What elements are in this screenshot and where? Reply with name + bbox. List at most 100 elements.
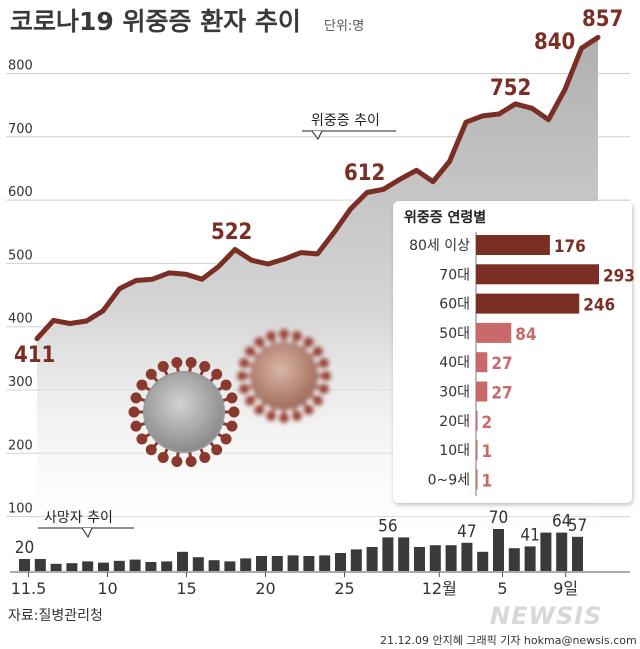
- death-bar: [414, 547, 425, 571]
- virus-spike-tip: [318, 358, 329, 369]
- x-tick-label: 20: [255, 579, 275, 598]
- y-tick-label: 600: [8, 185, 33, 200]
- age-value-label: 84: [515, 325, 536, 345]
- death-bar: [50, 563, 62, 571]
- virus-spike-tip: [239, 383, 250, 394]
- virus-spike-tip: [226, 420, 238, 432]
- virus-spike-tip: [130, 392, 142, 404]
- death-bar: [224, 561, 236, 571]
- x-tick-label: 10: [97, 579, 117, 598]
- virus-spike-tip: [185, 357, 197, 369]
- age-value-label: 1: [482, 471, 493, 491]
- virus-spike-tip: [145, 444, 157, 456]
- death-bar: [98, 562, 109, 571]
- death-bar: [382, 537, 394, 571]
- age-category-label: 60대: [439, 297, 470, 313]
- line-value-label: 612: [344, 161, 385, 186]
- age-bar: [476, 293, 580, 314]
- age-bar: [476, 235, 550, 255]
- death-value-label: 57: [568, 516, 587, 536]
- death-bar: [129, 559, 141, 571]
- x-tick-label: 9일: [553, 579, 578, 598]
- death-bar: [398, 537, 410, 571]
- death-bar: [240, 558, 252, 571]
- age-category-label: 70대: [439, 267, 470, 283]
- virus-spike-tip: [291, 410, 302, 421]
- virus-spike-tip: [220, 433, 232, 445]
- virus-spike-tip: [303, 404, 314, 415]
- death-bar: [350, 549, 362, 571]
- virus-spike-tip: [228, 406, 240, 418]
- age-value-label: 176: [554, 237, 586, 257]
- death-value-label: 70: [489, 508, 508, 528]
- line-value-label: 840: [534, 30, 575, 55]
- virus-spike-tip: [321, 371, 331, 381]
- death-bar: [145, 562, 157, 571]
- age-category-label: 10대: [439, 443, 470, 459]
- age-bar: [476, 264, 599, 285]
- x-tick-label: 25: [334, 579, 354, 598]
- death-bar: [66, 563, 78, 571]
- x-tick-label: 12월: [422, 579, 457, 598]
- chart-title: 코로나19 위중증 환자 추이: [10, 7, 301, 36]
- svg-text:사망자 추이: 사망자 추이: [44, 510, 113, 526]
- age-value-label: 246: [583, 296, 615, 316]
- death-bar: [82, 561, 94, 571]
- death-bar: [192, 557, 204, 571]
- death-bar: [572, 536, 583, 571]
- y-tick-label: 800: [8, 59, 33, 74]
- death-bar: [287, 555, 299, 571]
- age-category-label: 20대: [439, 414, 470, 430]
- age-value-label: 27: [491, 384, 512, 404]
- virus-spike-tip: [291, 331, 302, 342]
- virus-spike-tip: [303, 337, 314, 348]
- virus-spike-tip: [220, 379, 232, 391]
- virus-spike-tip: [245, 346, 256, 357]
- age-bar: [476, 381, 488, 402]
- virus-spike-tip: [318, 383, 329, 394]
- virus-spike-tip: [312, 395, 323, 406]
- line-value-label: 411: [14, 343, 55, 368]
- x-tick-label: 5: [497, 579, 507, 598]
- virus-illustration-large: [128, 357, 240, 467]
- virus-spike-tip: [185, 455, 197, 467]
- virus-spike-tip: [130, 420, 142, 432]
- virus-spike-tip: [157, 361, 169, 373]
- virus-spike-tip: [157, 451, 169, 463]
- death-bar: [161, 561, 173, 571]
- unit-label: 단위:명: [324, 19, 364, 34]
- virus-spike-tip: [237, 371, 247, 381]
- death-bar: [303, 556, 315, 571]
- age-value-label: 293: [603, 266, 635, 286]
- virus-spike-tip: [226, 392, 238, 404]
- series-tag-severe: 위중증 추이: [302, 113, 396, 140]
- virus-spike-tip: [245, 395, 256, 406]
- age-category-label: 50대: [439, 326, 470, 342]
- death-bar: [508, 548, 520, 571]
- virus-spike-tip: [266, 331, 277, 342]
- age-category-label: 80세 이상: [409, 238, 470, 254]
- y-tick-label: 200: [8, 438, 33, 453]
- credit-text: 21.12.09 안지혜 그래픽 기자 hokma@newsis.com: [380, 634, 637, 647]
- virus-spike-tip: [171, 357, 183, 369]
- x-tick-label: 15: [176, 579, 196, 598]
- virus-spike-tip: [254, 404, 265, 415]
- death-bar: [461, 542, 473, 571]
- age-bar: [476, 440, 478, 461]
- severe-line: [34, 34, 601, 342]
- line-value-label: 522: [211, 220, 252, 245]
- death-bar: [493, 529, 504, 571]
- death-bar: [319, 555, 331, 571]
- virus-spike-tip: [128, 406, 140, 418]
- death-value-label: 56: [378, 516, 397, 536]
- virus-spike-tip: [279, 413, 289, 423]
- death-bar: [177, 551, 188, 571]
- death-value-label: 64: [552, 512, 571, 532]
- x-axis: 11.5 10 15 20 25 12월 5 9일: [10, 571, 630, 598]
- death-bar: [34, 559, 46, 571]
- age-bar: [476, 469, 478, 490]
- virus-spike-tip: [199, 451, 211, 463]
- y-tick-label: 700: [8, 122, 33, 137]
- virus-spike-tip: [211, 444, 223, 456]
